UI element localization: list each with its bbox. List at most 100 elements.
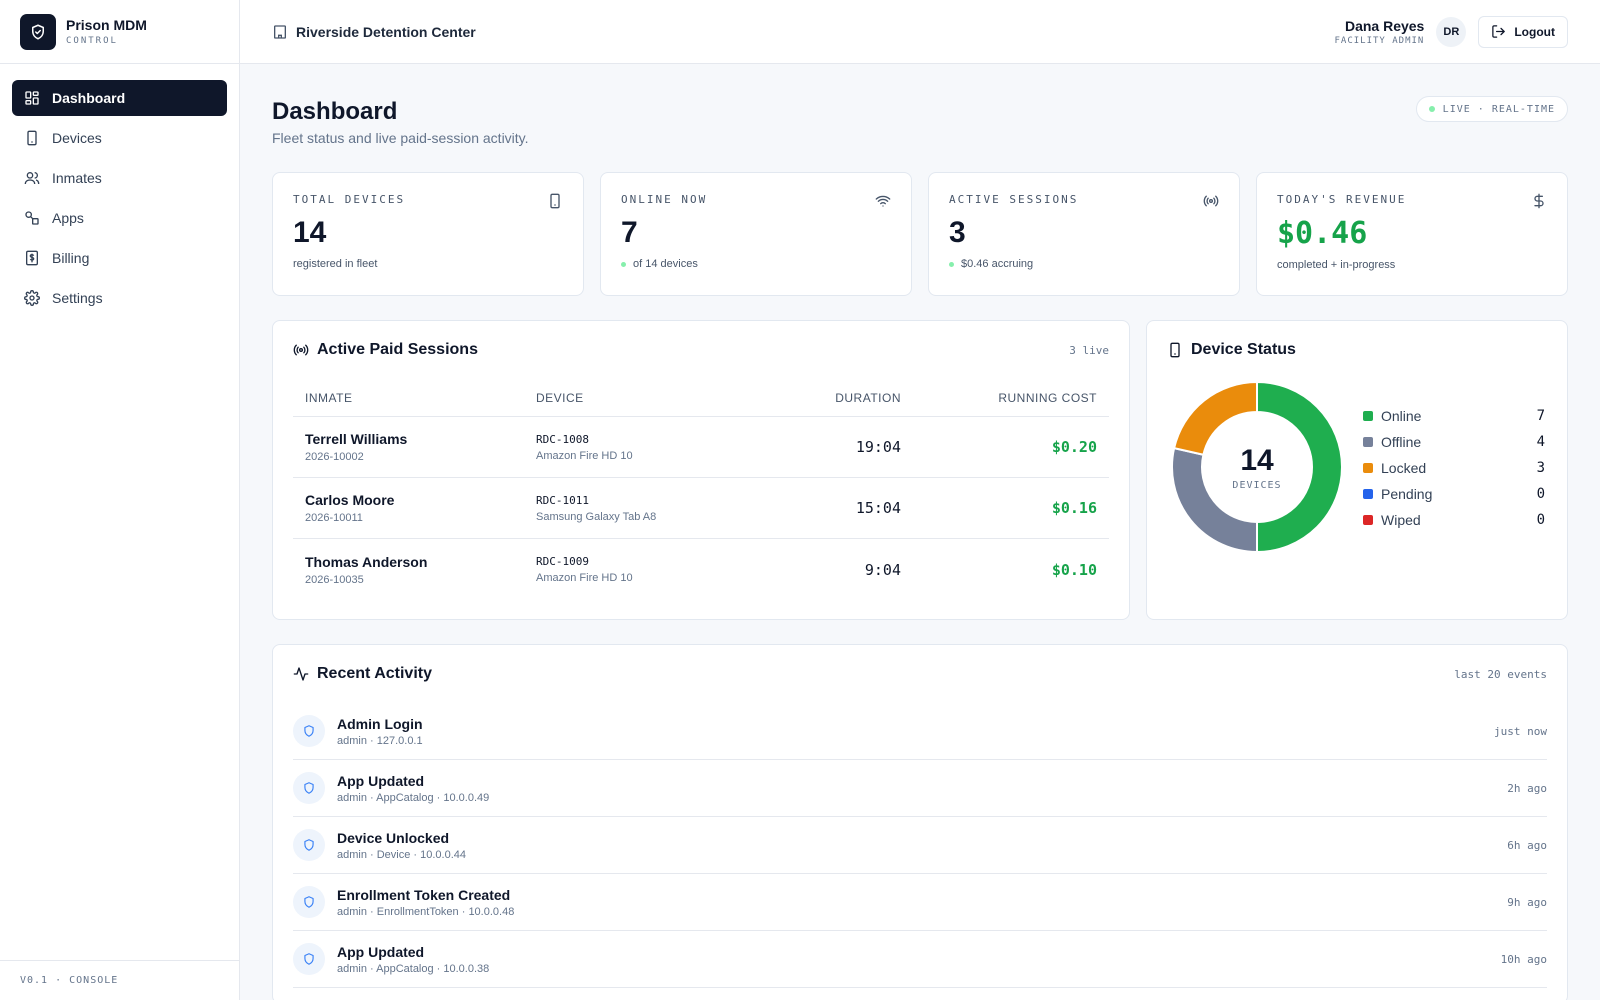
legend-label: Pending (1381, 486, 1433, 502)
sidebar: Prison MDM CONTROL Dashboard Devices Inm… (0, 0, 240, 1000)
legend-item-pending: Pending 0 (1363, 481, 1545, 507)
device-status-donut: 14 DEVICES (1171, 380, 1343, 554)
sidebar-item-label: Dashboard (52, 90, 126, 106)
activity-title: Admin Login (337, 715, 423, 732)
version-label: V0.1 · CONSOLE (0, 960, 239, 1000)
stat-value: 7 (621, 216, 638, 249)
device-status-legend: Online 7 Offline 4 Locked 3 Pending 0 Wiped 0 (1363, 403, 1545, 533)
activity-detail: admin · EnrollmentToken · 10.0.0.48 (337, 905, 515, 918)
legend-value: 0 (1536, 486, 1545, 502)
tablet-icon (24, 130, 40, 146)
topbar: Riverside Detention Center Dana Reyes FA… (240, 0, 1600, 64)
stat-sub-text: of 14 devices (633, 258, 698, 270)
activity-time: 2h ago (1507, 781, 1547, 795)
facility-label: Riverside Detention Center (296, 23, 476, 40)
inmate-id: 2026-10011 (305, 512, 363, 524)
shield-icon (293, 772, 325, 804)
running-cost: $0.16 (1051, 499, 1097, 517)
activity-detail: admin · Device · 10.0.0.44 (337, 848, 467, 861)
user-name: Dana Reyes (1344, 17, 1425, 34)
donut-label: DEVICES (1232, 479, 1282, 491)
recent-activity-panel: Recent Activity last 20 events Admin Log… (272, 644, 1568, 1000)
panels-row: Active Paid Sessions 3 live INMATE DEVIC… (272, 320, 1568, 620)
active-sessions-panel: Active Paid Sessions 3 live INMATE DEVIC… (272, 320, 1130, 620)
column-header[interactable]: INMATE (305, 390, 353, 405)
legend-label: Locked (1381, 460, 1427, 476)
activity-title: Enrollment Token Created (337, 886, 511, 903)
live-status-badge: LIVE · REAL-TIME (1415, 96, 1568, 122)
table-row[interactable]: Carlos Moore 2026-10011 RDC-1011 Samsung G… (293, 478, 1109, 539)
list-item[interactable]: Enrollment Token Created admin · Enrollme… (293, 874, 1547, 931)
activity-time: just now (1494, 724, 1547, 738)
list-item[interactable]: Device Unlocked admin · Device · 10.0.0.4… (293, 817, 1547, 874)
list-item[interactable]: Admin Login admin · 127.0.0.1 just now (293, 703, 1547, 760)
legend-swatch (1363, 437, 1373, 447)
activity-detail: admin · 127.0.0.1 (337, 734, 423, 747)
list-item[interactable]: App Updated admin · AppCatalog · 10.0.0.4… (293, 760, 1547, 817)
broadcast-icon (1203, 193, 1219, 209)
activity-time: 10h ago (1500, 952, 1547, 966)
logout-button[interactable]: Logout (1478, 15, 1568, 48)
wifi-icon (875, 193, 891, 209)
stat-card-revenue: TODAY'S REVENUE $0.46 completed + in-pro… (1256, 172, 1568, 296)
legend-item-offline: Offline 4 (1363, 429, 1545, 455)
panel-title: Device Status (1167, 341, 1296, 359)
activity-list: Admin Login admin · 127.0.0.1 just now App … (293, 703, 1547, 988)
brand: Prison MDM CONTROL (0, 0, 239, 64)
page-title: Dashboard (272, 98, 398, 125)
session-duration: 9:04 (864, 560, 901, 579)
column-header[interactable]: DEVICE (536, 390, 584, 405)
panel-title: Recent Activity (293, 665, 432, 683)
sidebar-item-inmates[interactable]: Inmates (12, 160, 227, 196)
legend-value: 0 (1536, 512, 1545, 528)
users-icon (24, 170, 40, 186)
sessions-count: 3 live (1069, 343, 1109, 357)
main-content: Dashboard Fleet status and live paid-ses… (272, 64, 1568, 1000)
stat-card-total-devices: TOTAL DEVICES 14 registered in fleet (272, 172, 584, 296)
legend-value: 3 (1536, 460, 1545, 476)
legend-value: 4 (1536, 434, 1545, 450)
activity-detail: admin · AppCatalog · 10.0.0.49 (337, 791, 490, 804)
sidebar-item-settings[interactable]: Settings (12, 280, 227, 316)
shield-logo-icon (20, 13, 56, 50)
running-cost: $0.10 (1051, 560, 1097, 579)
sidebar-item-devices[interactable]: Devices (12, 120, 227, 156)
column-header[interactable]: RUNNING COST (998, 390, 1097, 405)
sidebar-item-label: Billing (52, 250, 90, 266)
user-info: Dana Reyes FACILITY ADMIN (1334, 18, 1424, 46)
sidebar-item-billing[interactable]: Billing (12, 240, 227, 276)
live-badge-label: LIVE · REAL-TIME (1442, 103, 1555, 115)
tablet-icon (1167, 342, 1183, 358)
inmate-name: Terrell Williams (305, 431, 408, 447)
donut-total: 14 (1240, 443, 1274, 477)
stat-value: 14 (293, 216, 327, 249)
legend-label: Wiped (1381, 512, 1421, 528)
legend-swatch (1363, 411, 1373, 421)
table-header: INMATE DEVICE DURATION RUNNING COST (293, 379, 1109, 417)
avatar[interactable]: DR (1436, 16, 1467, 47)
user-role: FACILITY ADMIN (1334, 35, 1425, 46)
status-dot-icon (621, 261, 626, 267)
activity-time: 6h ago (1507, 838, 1547, 852)
sidebar-item-dashboard[interactable]: Dashboard (12, 80, 227, 116)
panel-title: Active Paid Sessions (293, 341, 478, 359)
stat-sub-text: registered in fleet (293, 258, 378, 270)
list-item[interactable]: App Updated admin · AppCatalog · 10.0.0.3… (293, 931, 1547, 988)
main-nav: Dashboard Devices Inmates Apps Billing S… (0, 64, 239, 336)
device-id: RDC-1009 (536, 555, 589, 568)
sidebar-item-apps[interactable]: Apps (12, 200, 227, 236)
inmate-id: 2026-10035 (305, 573, 364, 586)
shield-icon (293, 715, 325, 747)
sessions-table: INMATE DEVICE DURATION RUNNING COST Terr… (293, 379, 1109, 600)
table-row[interactable]: Thomas Anderson 2026-10035 RDC-1009 Amazon… (293, 539, 1109, 600)
column-header[interactable]: DURATION (835, 390, 901, 405)
table-row[interactable]: Terrell Williams 2026-10002 RDC-1008 Amazo… (293, 417, 1109, 478)
sidebar-item-label: Devices (52, 130, 102, 146)
donut-slice-online (1256, 380, 1343, 554)
stat-sub: $0.46 accruing (949, 258, 1219, 270)
logout-icon (1491, 24, 1506, 39)
activity-title: App Updated (337, 943, 425, 960)
receipt-icon (24, 250, 40, 266)
facility-name: Riverside Detention Center (272, 24, 476, 40)
stat-sub: completed + in-progress (1277, 259, 1547, 271)
